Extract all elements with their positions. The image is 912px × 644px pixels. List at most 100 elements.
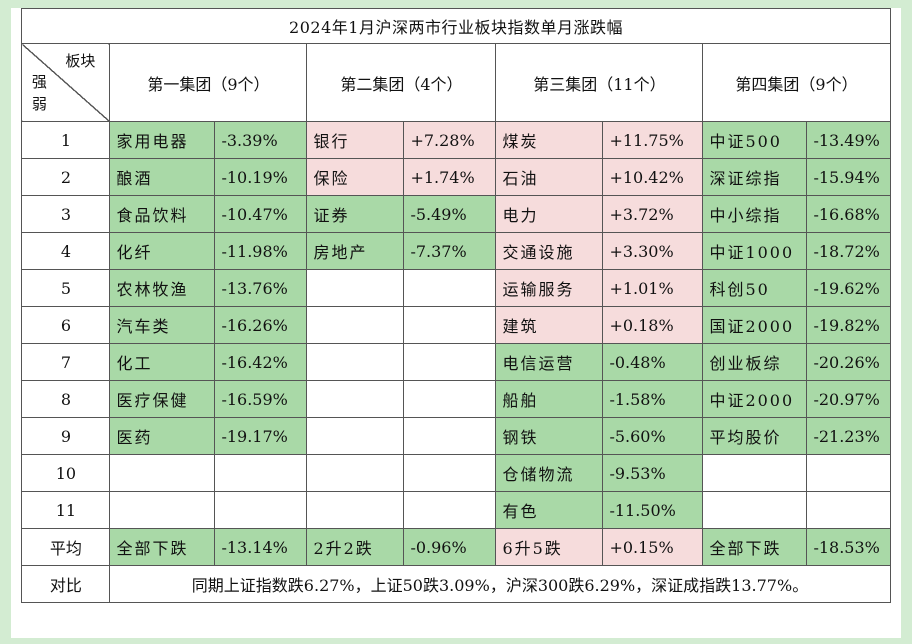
sector-name-cell: 钢铁 [495, 417, 604, 455]
sector-change-cell: -5.60% [602, 417, 704, 455]
sector-name-cell [109, 491, 216, 529]
rank-cell: 2 [21, 158, 111, 196]
sector-name-cell: 中证1000 [702, 232, 808, 270]
sector-change-cell: -7.37% [403, 232, 497, 270]
corner-label-strong: 强 [31, 73, 47, 91]
sector-name-cell: 中证500 [702, 121, 808, 159]
sector-name-cell: 建筑 [495, 306, 604, 344]
table-row: 4 化纤 -11.98% 房地产 -7.37% 交通设施 +3.30% 中证1000 -18.7… [21, 232, 891, 270]
sector-change-cell [403, 380, 497, 418]
sector-change-cell [214, 491, 308, 529]
sector-name-cell: 煤炭 [495, 121, 604, 159]
sector-change-cell: +11.75% [602, 121, 704, 159]
table-row: 1 家用电器 -3.39% 银行 +7.28% 煤炭 +11.75% 中证500 -13.49% [21, 121, 891, 159]
sector-name-cell: 有色 [495, 491, 604, 529]
sector-name-cell [306, 343, 405, 381]
table-row: 3 食品饮料 -10.47% 证券 -5.49% 电力 +3.72% 中小综指 -16.68% [21, 195, 891, 233]
table-row: 5 农林牧渔 -13.76% 运输服务 +1.01% 科创50 -19.62% [21, 269, 891, 307]
sector-change-cell [403, 417, 497, 455]
rank-cell: 1 [21, 121, 111, 159]
sector-change-cell [403, 343, 497, 381]
comparison-text: 同期上证指数跌6.27%，上证50跌3.09%，沪深300跌6.29%，深证成指… [109, 565, 891, 603]
sector-change-cell: -13.49% [806, 121, 891, 159]
sector-name-cell: 交通设施 [495, 232, 604, 270]
average-change-cell: +0.15% [602, 528, 704, 566]
sector-change-cell: +10.42% [602, 158, 704, 196]
sector-change-cell: -11.98% [214, 232, 308, 270]
sector-name-cell [306, 454, 405, 492]
sector-name-cell: 酿酒 [109, 158, 216, 196]
sector-name-cell: 医疗保健 [109, 380, 216, 418]
sector-change-cell: -19.62% [806, 269, 891, 307]
table-row: 7 化工 -16.42% 电信运营 -0.48% 创业板综 -20.26% [21, 343, 891, 381]
group-header-3: 第三集团（11个） [495, 43, 704, 122]
table-title: 2024年1月沪深两市行业板块指数单月涨跌幅 [21, 8, 891, 44]
average-change-cell: -0.96% [403, 528, 497, 566]
table-row: 8 医疗保健 -16.59% 船舶 -1.58% 中证2000 -20.97% [21, 380, 891, 418]
rank-cell: 6 [21, 306, 111, 344]
corner-label-sector: 板块 [65, 52, 96, 70]
average-row: 平均 全部下跌 -13.14% 2升2跌 -0.96% 6升5跌 +0.15% 全部下跌 -18… [21, 528, 891, 566]
sector-change-cell: -16.68% [806, 195, 891, 233]
sector-change-cell: -15.94% [806, 158, 891, 196]
average-label: 平均 [21, 528, 111, 566]
sector-change-cell [403, 491, 497, 529]
average-change-cell: -18.53% [806, 528, 891, 566]
sector-performance-table: 2024年1月沪深两市行业板块指数单月涨跌幅 板块 强 弱 第一集团（9个） 第… [21, 8, 891, 603]
sector-name-cell: 中小综指 [702, 195, 808, 233]
sector-change-cell: -5.49% [403, 195, 497, 233]
group-header-4: 第四集团（9个） [702, 43, 891, 122]
title-row: 2024年1月沪深两市行业板块指数单月涨跌幅 [21, 8, 891, 44]
sector-change-cell: -20.26% [806, 343, 891, 381]
sector-change-cell: +1.01% [602, 269, 704, 307]
sector-change-cell: -16.42% [214, 343, 308, 381]
average-summary-cell: 6升5跌 [495, 528, 604, 566]
table-row: 6 汽车类 -16.26% 建筑 +0.18% 国证2000 -19.82% [21, 306, 891, 344]
sector-name-cell: 化纤 [109, 232, 216, 270]
sector-change-cell [806, 491, 891, 529]
table-row: 9 医药 -19.17% 钢铁 -5.60% 平均股价 -21.23% [21, 417, 891, 455]
sector-change-cell: +3.72% [602, 195, 704, 233]
comparison-row: 对比 同期上证指数跌6.27%，上证50跌3.09%，沪深300跌6.29%，深证… [21, 565, 891, 603]
sector-name-cell: 家用电器 [109, 121, 216, 159]
sector-change-cell: -1.58% [602, 380, 704, 418]
sector-change-cell: +0.18% [602, 306, 704, 344]
sector-name-cell: 中证2000 [702, 380, 808, 418]
sector-name-cell [306, 417, 405, 455]
sector-change-cell: +7.28% [403, 121, 497, 159]
sector-change-cell: -19.82% [806, 306, 891, 344]
sector-change-cell: -20.97% [806, 380, 891, 418]
sector-name-cell: 船舶 [495, 380, 604, 418]
sector-name-cell [702, 491, 808, 529]
sector-change-cell: -13.76% [214, 269, 308, 307]
sector-name-cell: 科创50 [702, 269, 808, 307]
sector-name-cell: 电力 [495, 195, 604, 233]
corner-label-weak: 弱 [31, 95, 47, 113]
sector-name-cell: 电信运营 [495, 343, 604, 381]
sector-name-cell: 石油 [495, 158, 604, 196]
average-summary-cell: 全部下跌 [109, 528, 216, 566]
sector-name-cell: 仓储物流 [495, 454, 604, 492]
sector-change-cell [403, 269, 497, 307]
sector-change-cell [806, 454, 891, 492]
sector-name-cell: 房地产 [306, 232, 405, 270]
sector-name-cell [306, 380, 405, 418]
sector-name-cell [306, 306, 405, 344]
sector-name-cell: 深证综指 [702, 158, 808, 196]
sector-name-cell: 国证2000 [702, 306, 808, 344]
rank-cell: 11 [21, 491, 111, 529]
sector-name-cell: 保险 [306, 158, 405, 196]
sector-name-cell: 运输服务 [495, 269, 604, 307]
rank-cell: 9 [21, 417, 111, 455]
rank-cell: 8 [21, 380, 111, 418]
corner-cell: 板块 强 弱 [21, 43, 111, 122]
group-header-2: 第二集团（4个） [306, 43, 497, 122]
sector-name-cell: 证券 [306, 195, 405, 233]
rank-cell: 7 [21, 343, 111, 381]
sector-name-cell [109, 454, 216, 492]
sector-change-cell: -19.17% [214, 417, 308, 455]
table-sheet: 2024年1月沪深两市行业板块指数单月涨跌幅 板块 强 弱 第一集团（9个） 第… [11, 8, 901, 638]
corner-label-strength: 强 弱 [30, 71, 48, 115]
header-row: 板块 强 弱 第一集团（9个） 第二集团（4个） 第三集团（11个） 第四集团（… [21, 43, 891, 122]
sector-name-cell: 化工 [109, 343, 216, 381]
